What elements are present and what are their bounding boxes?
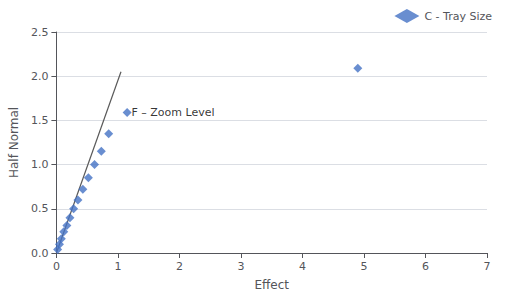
svg-text:0: 0 (53, 260, 60, 273)
svg-text:F – Zoom Level: F – Zoom Level (131, 106, 214, 119)
svg-text:0.5: 0.5 (31, 202, 49, 215)
svg-text:1.0: 1.0 (31, 158, 49, 171)
svg-text:5: 5 (360, 260, 367, 273)
svg-text:Effect: Effect (254, 278, 289, 292)
svg-text:0.0: 0.0 (31, 247, 49, 260)
svg-text:4: 4 (299, 260, 306, 273)
svg-text:C - Tray Size: C - Tray Size (424, 10, 492, 23)
svg-text:1.5: 1.5 (31, 114, 49, 127)
svg-text:2.5: 2.5 (31, 26, 49, 39)
svg-text:2.0: 2.0 (31, 70, 49, 83)
svg-text:7: 7 (484, 260, 491, 273)
svg-text:6: 6 (422, 260, 429, 273)
svg-text:1: 1 (114, 260, 121, 273)
svg-text:Half Normal: Half Normal (7, 107, 21, 178)
svg-text:2: 2 (176, 260, 183, 273)
svg-text:3: 3 (237, 260, 244, 273)
